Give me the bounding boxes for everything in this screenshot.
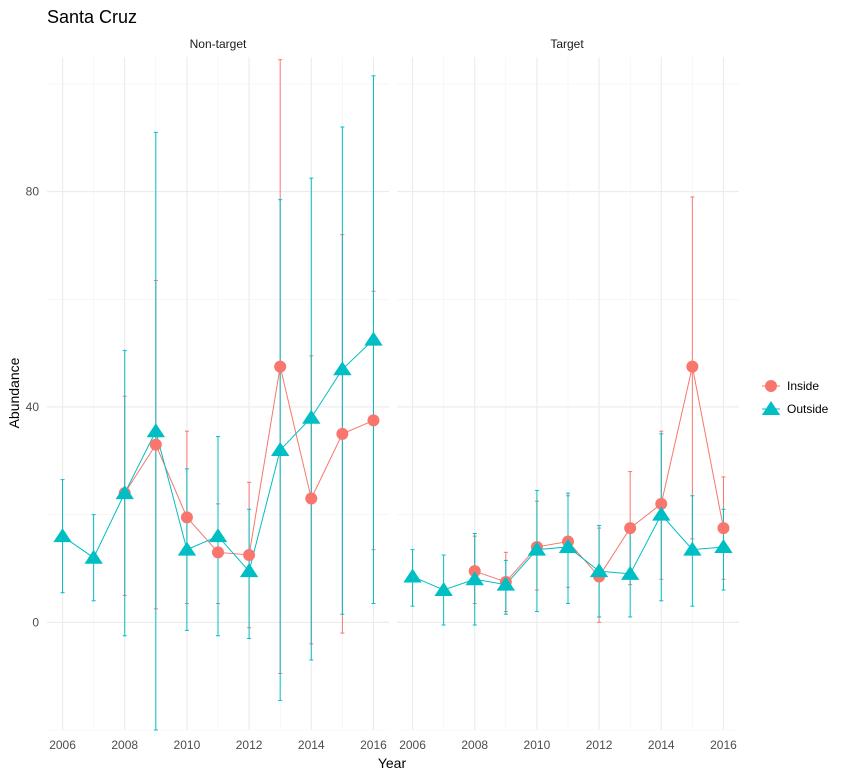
non-target-outside-point-2006	[53, 528, 72, 543]
y-tick-label-0: 0	[32, 615, 39, 629]
target-outside-point-2009	[496, 576, 516, 591]
facet-target-grid	[397, 57, 739, 731]
facet-label-target: Target	[550, 37, 584, 51]
non-target-outside-point-2012	[239, 563, 259, 578]
legend-label-inside: Inside	[787, 379, 819, 393]
target-outside-point-2015	[683, 541, 702, 556]
target-x-tick-label-2016: 2016	[710, 738, 737, 752]
target-outside-point-2007	[434, 582, 453, 597]
y-axis-ticks: 0 40 80	[26, 185, 40, 630]
non-target-x-tick-label-2012: 2012	[236, 738, 263, 752]
non-target-inside-point-2009	[149, 438, 162, 451]
chart-title: Santa Cruz	[47, 7, 137, 27]
non-target-outside-point-2016	[364, 331, 383, 346]
x-axis-title: Year	[378, 755, 407, 771]
target-outside-point-2008	[465, 571, 484, 586]
non-target-inside-point-2016	[367, 414, 380, 427]
target-x-tick-label-2012: 2012	[586, 738, 613, 752]
non-target-outside-point-2008	[115, 485, 134, 500]
target-x-tick-label-2006: 2006	[399, 738, 426, 752]
target-x-tick-label-2014: 2014	[648, 738, 675, 752]
non-target-x-tick-label-2006: 2006	[49, 738, 76, 752]
facet-label-non-target: Non-target	[190, 37, 247, 51]
non-target-x-tick-label-2016: 2016	[360, 738, 387, 752]
target-outside-point-2012	[589, 563, 609, 578]
non-target-outside-point-2010	[177, 541, 197, 556]
facet-target-x-ticks: 2006 2008 2010 2012 2014 2016	[399, 738, 737, 752]
non-target-outside-point-2007	[84, 549, 103, 564]
target-inside-point-2013	[624, 522, 637, 535]
y-tick-label-80: 80	[26, 185, 40, 199]
target-outside-point-2016	[714, 538, 733, 553]
legend-key-outside	[761, 401, 781, 415]
legend-key-marker-outside	[761, 401, 781, 415]
non-target-outside-point-2014	[302, 409, 321, 424]
non-target-outside-point-2015	[333, 361, 352, 376]
target-inside-point-2008	[468, 565, 481, 578]
legend: Inside Outside	[761, 379, 829, 416]
target-outside-point-2006	[403, 568, 422, 583]
facet-non-target-x-ticks: 2006 2008 2010 2012 2014 2016	[49, 738, 387, 752]
non-target-inside-point-2010	[180, 511, 193, 524]
target-outside-point-2014	[652, 506, 671, 521]
non-target-outside-point-2013	[270, 442, 290, 457]
target-x-tick-label-2008: 2008	[461, 738, 488, 752]
non-target-inside-point-2011	[212, 546, 224, 559]
non-target-x-tick-label-2014: 2014	[298, 738, 325, 752]
legend-label-outside: Outside	[787, 402, 829, 416]
non-target-inside-point-2015	[336, 427, 349, 440]
facet-target-points	[403, 360, 733, 597]
non-target-x-tick-label-2008: 2008	[111, 738, 138, 752]
y-axis-title: Abundance	[6, 357, 22, 428]
facet-non-target-points	[53, 331, 383, 578]
y-tick-label-40: 40	[26, 400, 40, 414]
target-outside-point-2010	[527, 541, 547, 556]
legend-key-marker-inside	[765, 380, 777, 392]
facet-non-target: Non-target 2006 2008 2010 2012 2014 2016	[47, 37, 389, 752]
non-target-outside-point-2011	[208, 528, 228, 543]
target-inside-point-2014	[655, 497, 668, 510]
target-outside-point-2013	[620, 565, 640, 580]
target-inside-point-2016	[717, 522, 730, 535]
non-target-inside-point-2014	[305, 492, 318, 505]
non-target-inside-point-2013	[274, 360, 287, 373]
facet-target: Target 2006 2008 2010 2012 2014 2016	[397, 37, 739, 752]
legend-key-inside	[762, 380, 780, 392]
non-target-inside-point-2012	[243, 549, 256, 562]
target-outside-point-2011	[558, 538, 578, 553]
non-target-outside-point-2009	[146, 423, 166, 438]
target-inside-point-2015	[686, 360, 699, 373]
non-target-x-tick-label-2010: 2010	[174, 738, 201, 752]
target-x-tick-label-2010: 2010	[524, 738, 551, 752]
